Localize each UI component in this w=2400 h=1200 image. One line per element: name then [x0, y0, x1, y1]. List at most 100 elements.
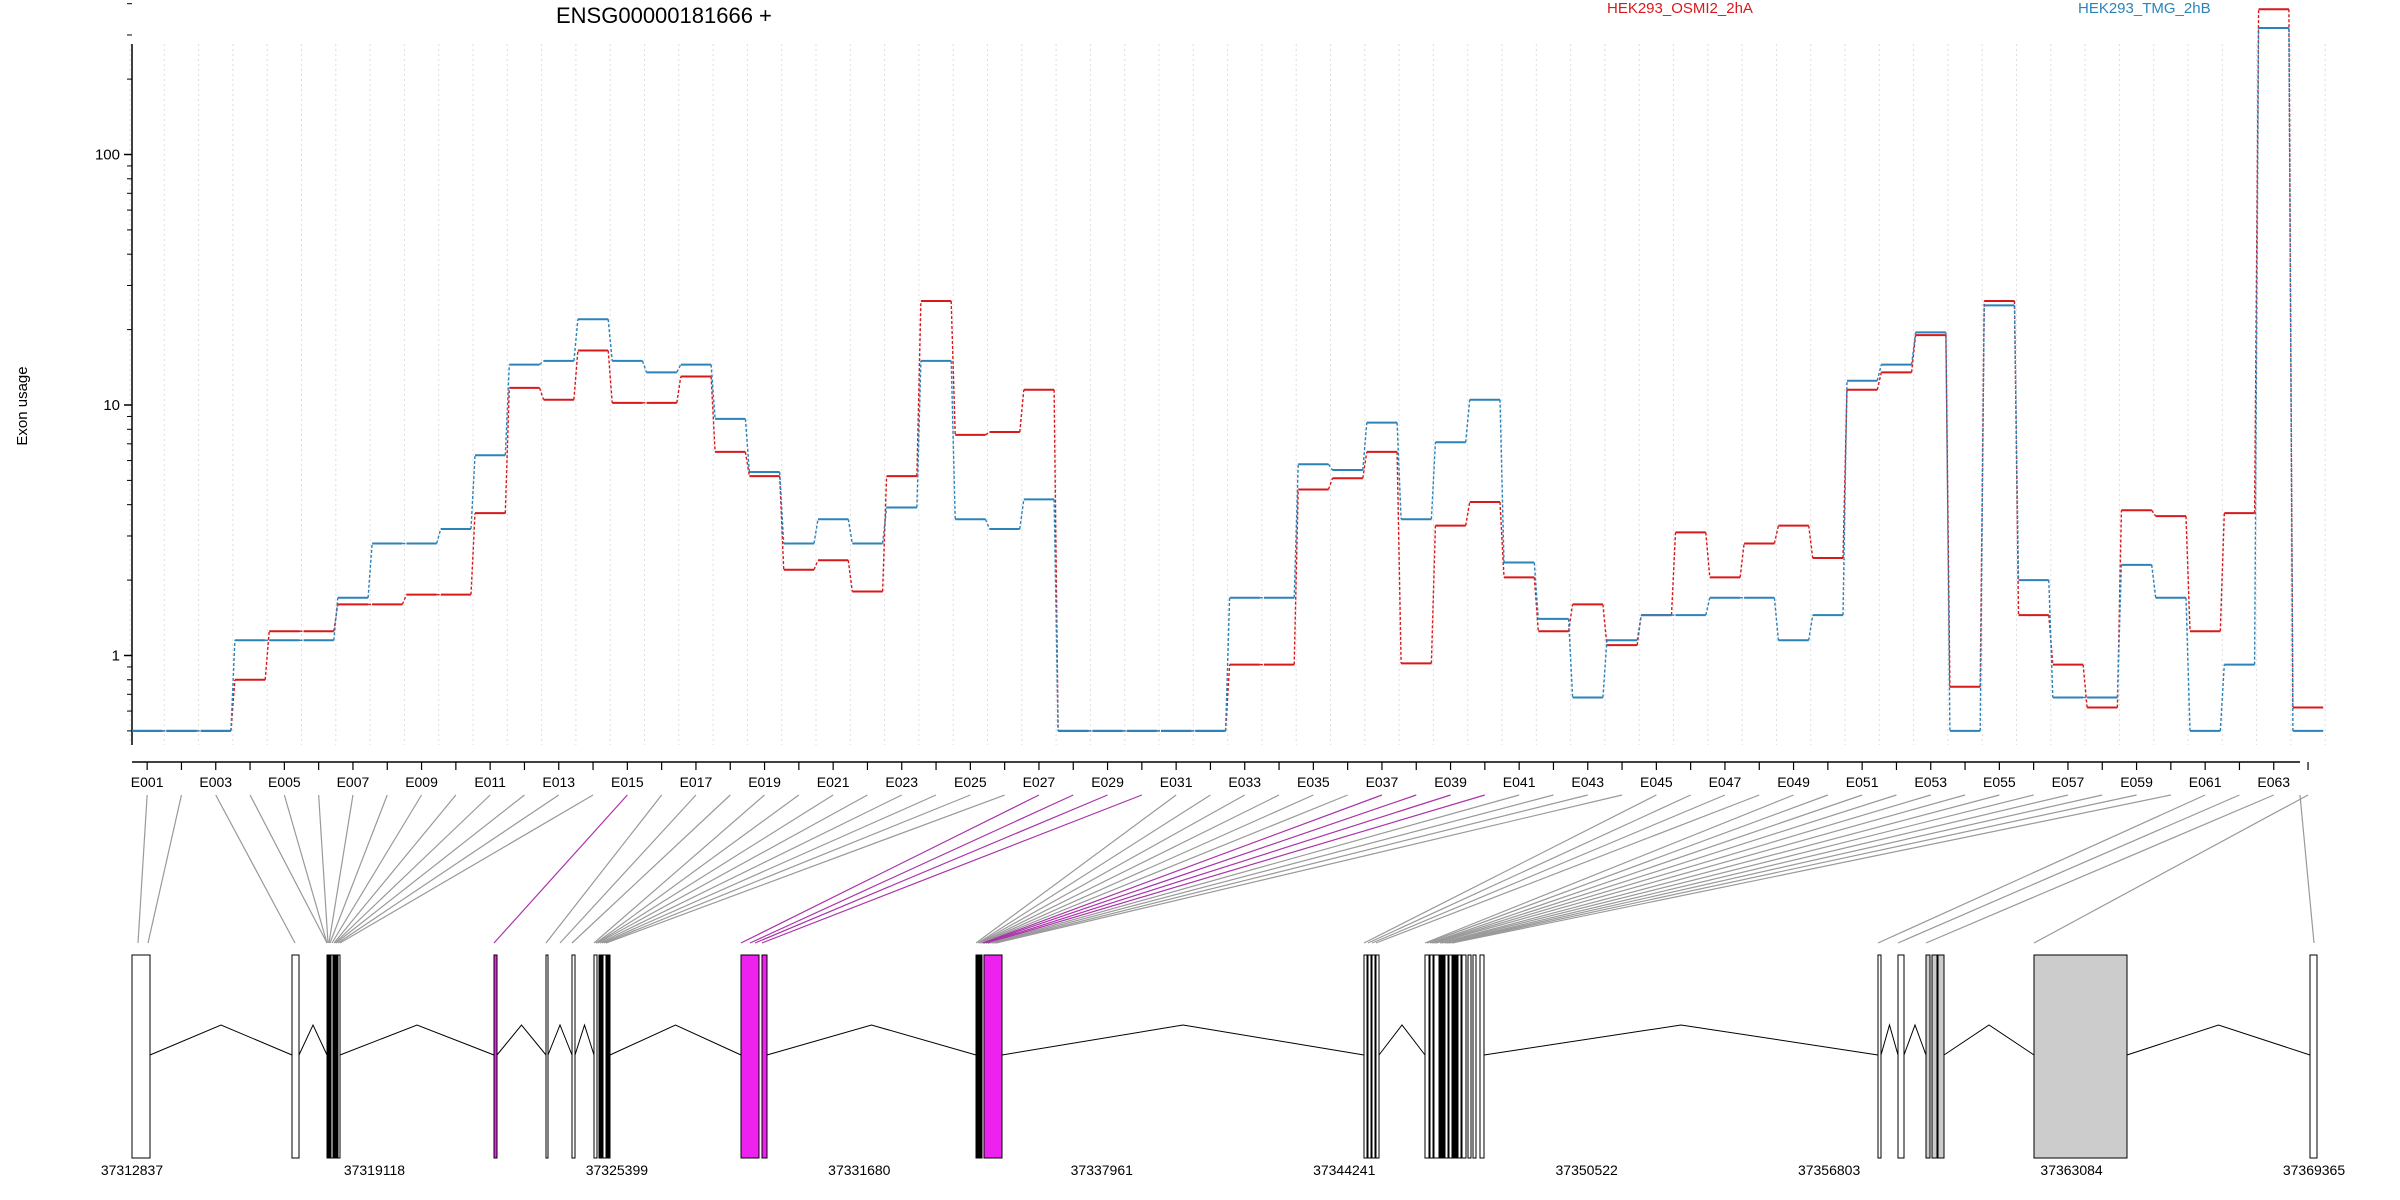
exon-tick-label: E035: [1297, 774, 1330, 790]
genomic-coordinate-label: 37337961: [1071, 1162, 1134, 1178]
exon-tick-label: E037: [1366, 774, 1399, 790]
exon-tick-label: E015: [611, 774, 644, 790]
exon-connector: [215, 794, 296, 944]
legend-entry-tmg: HEK293_TMG_2hB: [2078, 0, 2211, 17]
exon-connector: [749, 794, 1074, 944]
series-0-connector: [1396, 451, 1402, 664]
exon-connector: [318, 794, 329, 944]
exon-connector: [1441, 794, 2034, 944]
series-lines: [132, 8, 2324, 732]
series-1-connector: [1327, 463, 1334, 471]
series-0-connector: [470, 513, 476, 595]
series-1-connector: [607, 319, 613, 361]
series-0-connector: [401, 594, 408, 605]
exon-block: [983, 954, 1003, 1159]
series-1-connector: [1362, 422, 1368, 471]
exon-tick-label: E003: [199, 774, 232, 790]
series-1-connector: [1053, 499, 1059, 731]
exon-connector: [333, 794, 457, 944]
exon-tick-label: E013: [542, 774, 575, 790]
exon-tick-label: E029: [1091, 774, 1124, 790]
series-1-connector: [2116, 564, 2123, 698]
exon-connector: [328, 794, 354, 944]
vertical-grid: [129, 44, 2326, 745]
exon-block: [1479, 954, 1485, 1159]
exon-block: [1429, 954, 1434, 1159]
exon-connector: [137, 794, 148, 944]
series-1-connector: [984, 518, 991, 530]
exon-connector: [991, 794, 1554, 944]
genomic-coordinates: 37312837 37319118 37325399 37331680 37337961…: [101, 1162, 2346, 1178]
series-1-connector: [1842, 380, 1848, 616]
series-0-connector: [1602, 604, 1608, 646]
exon-tick-label: E051: [1846, 774, 1879, 790]
y-tick-label: 1: [112, 648, 120, 665]
series-0-connector: [1705, 532, 1711, 578]
exon-block: [571, 954, 576, 1159]
exon-block: [1363, 954, 1368, 1159]
series-0-connector: [1362, 451, 1368, 479]
exon-connector: [1877, 794, 2206, 944]
intron-line: [1903, 1023, 1927, 1056]
exon-tick-label: E039: [1434, 774, 1467, 790]
series-1-connector: [950, 360, 956, 520]
series-0-connector: [573, 350, 579, 400]
series-1-connector: [1465, 399, 1471, 443]
exon-connector: [1429, 794, 1863, 944]
legend-entry-osmi2: HEK293_OSMI2_2hA: [1607, 0, 1753, 17]
series-1-connector: [504, 364, 510, 456]
exon-connector: [283, 794, 328, 944]
series-0-connector: [1327, 478, 1334, 490]
exon-connector: [975, 794, 1177, 944]
series-1-connector: [1979, 305, 1985, 731]
exon-connector: [754, 794, 1108, 944]
genomic-coordinate-label: 37344241: [1313, 1162, 1376, 1178]
series-0-connector: [676, 376, 682, 403]
genomic-coordinate-label: 37319118: [344, 1162, 405, 1178]
exon-block: [1937, 954, 1945, 1159]
series-0-connector: [950, 301, 956, 435]
series-1-connector: [333, 597, 339, 641]
series-1-connector: [1910, 332, 1917, 365]
exon-block: [1931, 954, 1938, 1159]
exon-block: [2309, 954, 2318, 1159]
exon-tick-label: E063: [2257, 774, 2290, 790]
exon-tick-label: E045: [1640, 774, 1673, 790]
exon-connector: [1439, 794, 2000, 944]
axes: 1 10 100: [95, 3, 2300, 763]
series-0-connector: [1465, 501, 1471, 526]
exon-connector: [2299, 794, 2315, 944]
series-0-connector: [1773, 525, 1780, 544]
series-1-connector: [710, 364, 716, 419]
exon-connector: [147, 794, 183, 944]
exon-block: [2033, 954, 2128, 1159]
exon-block: [493, 954, 498, 1159]
intron-line: [1378, 1024, 1426, 1056]
genomic-coordinate-label: 37312837: [101, 1162, 164, 1178]
series-1-connector: [1636, 614, 1642, 641]
exon-connector: [571, 794, 731, 944]
series-1-connector: [1945, 332, 1951, 731]
series-1-connector: [779, 471, 785, 544]
exon-connector: [493, 794, 628, 944]
series-0-connector: [1876, 372, 1882, 390]
series-1-connector: [744, 418, 751, 473]
genomic-coordinate-label: 37331680: [828, 1162, 891, 1178]
exon-tick-label: E041: [1503, 774, 1536, 790]
exon-block: [1467, 954, 1472, 1159]
series-0-connector: [1910, 335, 1917, 373]
genomic-coordinate-label: 37369365: [2283, 1162, 2346, 1178]
exon-connector: [989, 794, 1520, 944]
series-0-connector: [847, 560, 853, 592]
exon-connector: [1371, 794, 1726, 944]
series-1-connector: [2288, 27, 2294, 731]
exon-connector: [980, 794, 1314, 944]
exon-block: [1461, 954, 1467, 1159]
series-0-connector: [1945, 335, 1951, 687]
exon-tick-label: E057: [2052, 774, 2085, 790]
series-0-connector: [916, 301, 922, 477]
exon-tick-label: E021: [817, 774, 850, 790]
exon-block: [1897, 954, 1905, 1159]
series-0-connector: [744, 451, 751, 477]
exon-connector: [593, 794, 765, 944]
